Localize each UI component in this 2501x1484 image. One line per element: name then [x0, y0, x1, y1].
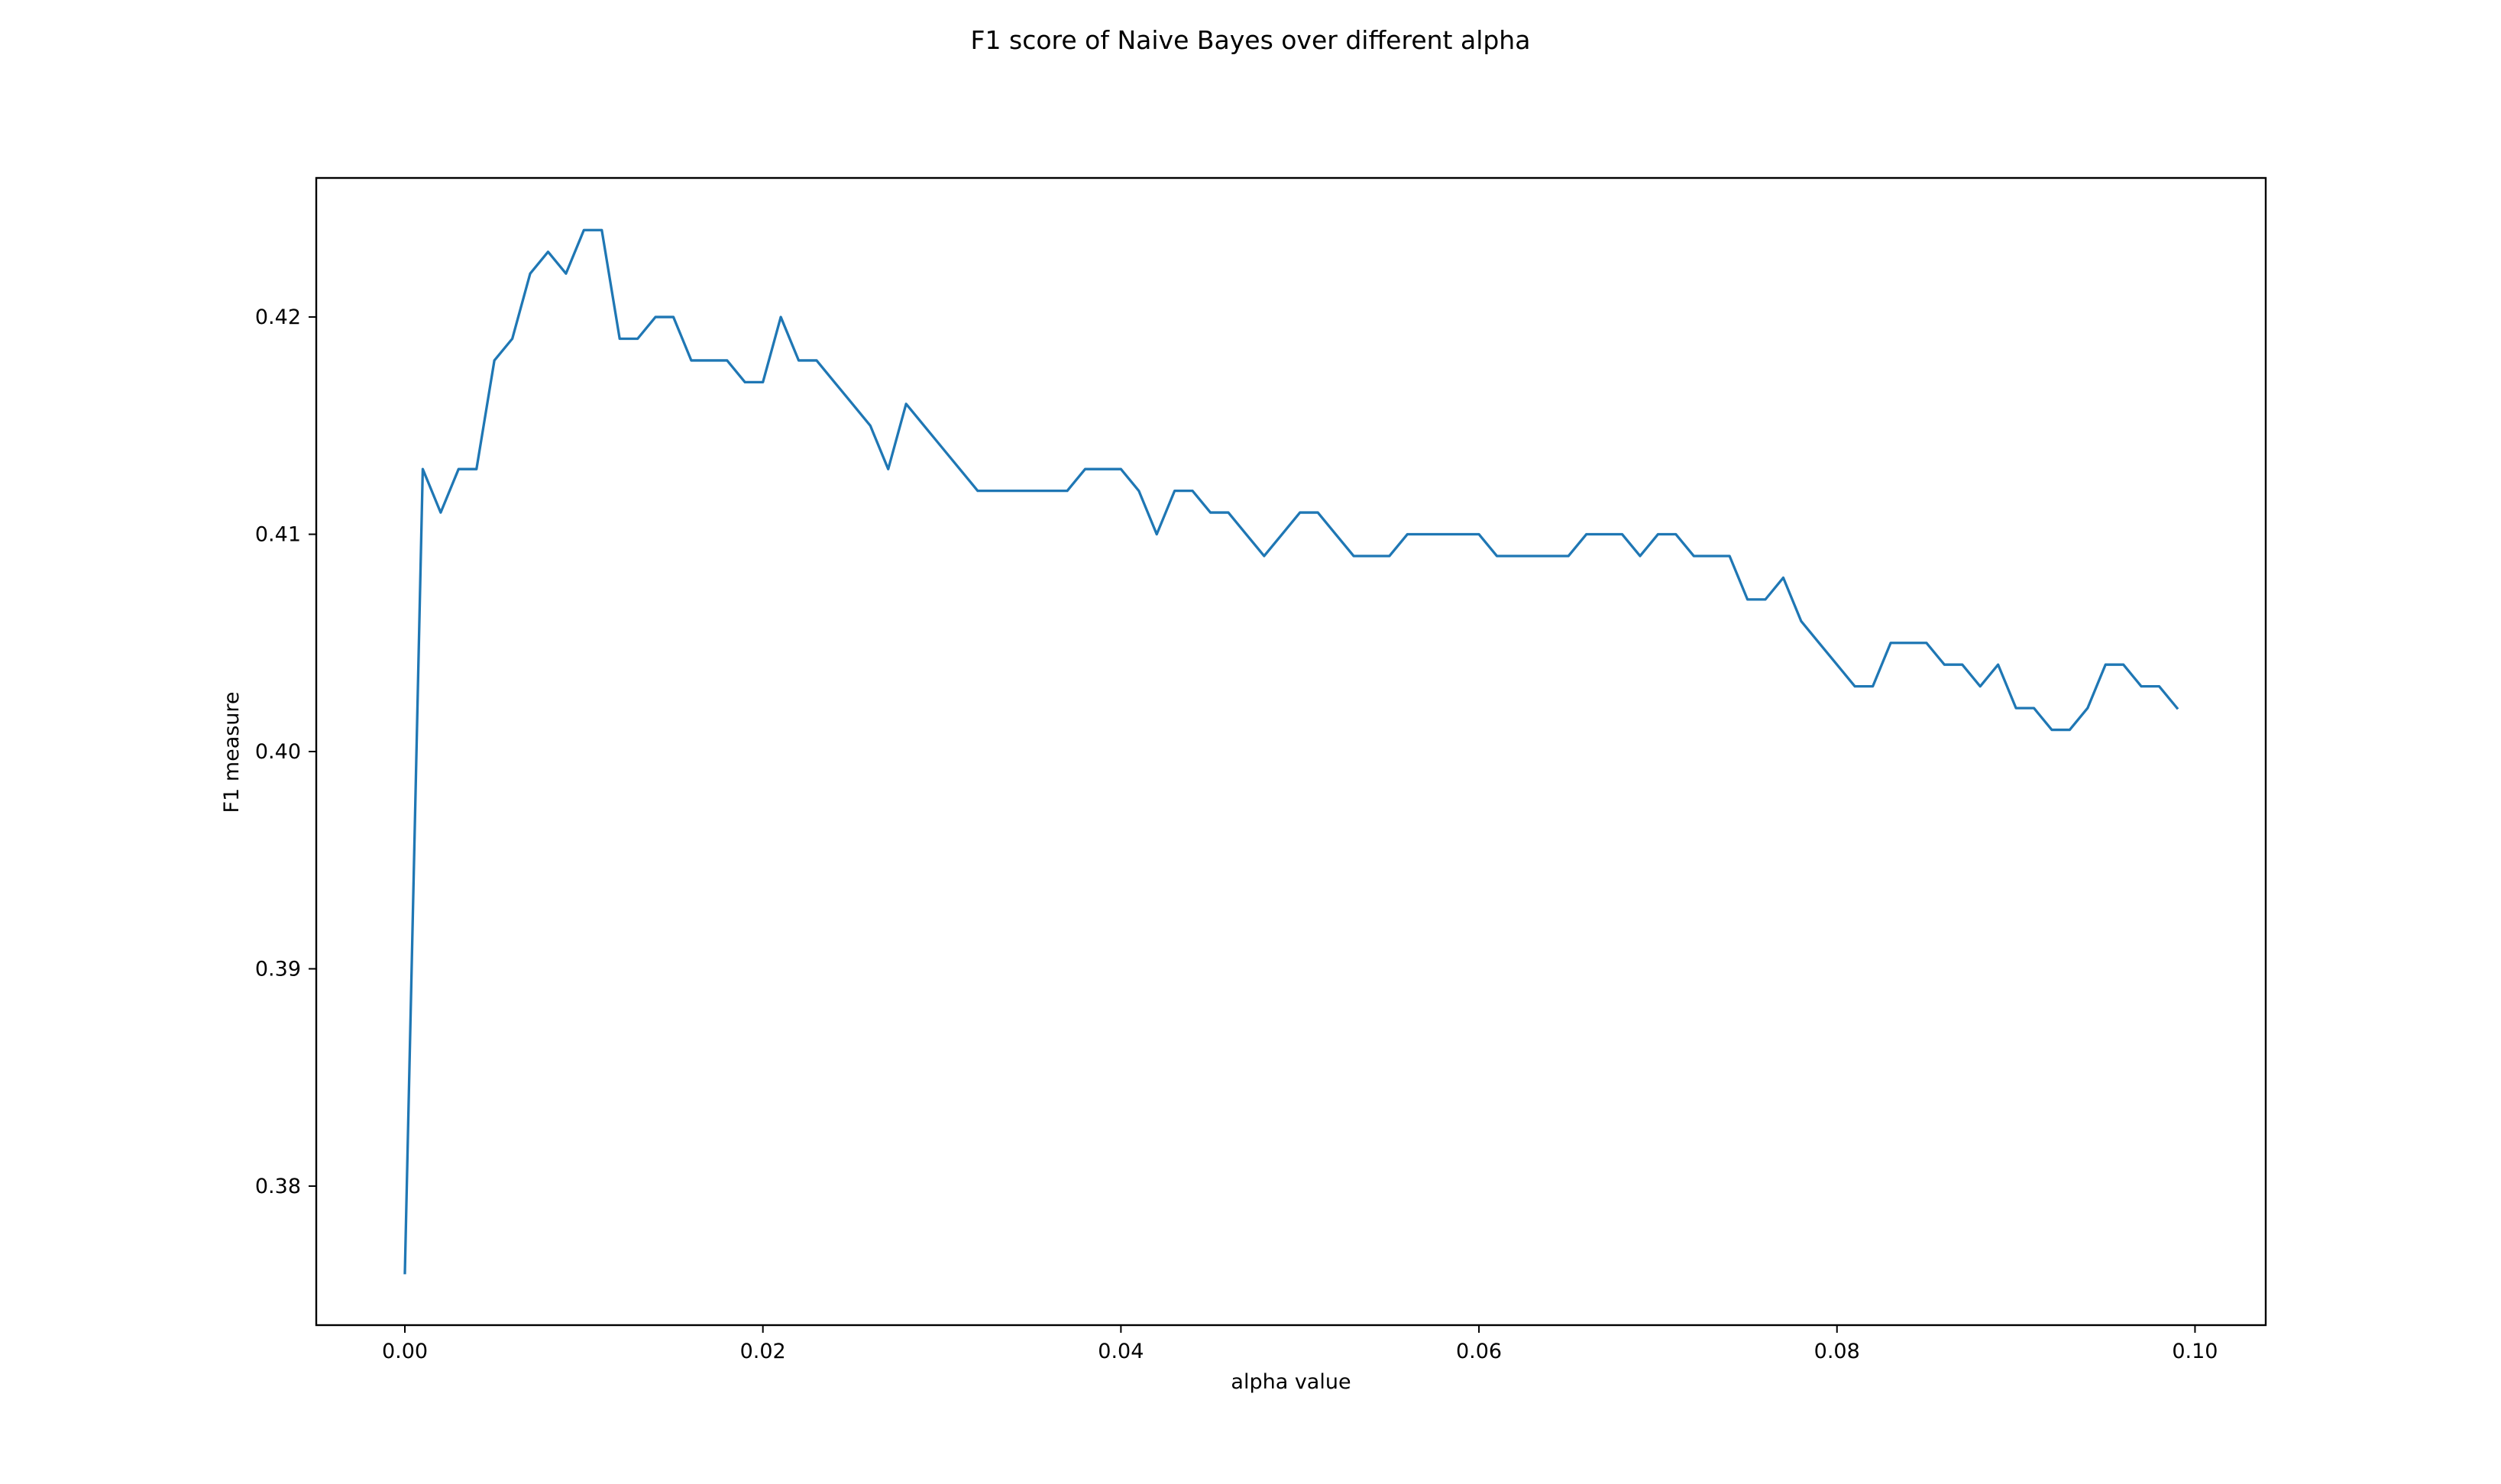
- x-tick-label: 0.10: [2172, 1340, 2218, 1363]
- x-axis-ticks: 0.00 0.02 0.04 0.06 0.08 0.10: [382, 1325, 2218, 1363]
- chart-title: F1 score of Naive Bayes over different a…: [971, 25, 1531, 55]
- y-tick-label: 0.41: [255, 523, 301, 547]
- plot-layer: [403, 228, 2179, 1275]
- y-tick-label: 0.38: [255, 1175, 301, 1198]
- x-axis-label: alpha value: [1231, 1370, 1351, 1394]
- x-tick-label: 0.06: [1456, 1340, 1502, 1363]
- x-tick-label: 0.04: [1098, 1340, 1144, 1363]
- x-tick-label: 0.00: [382, 1340, 428, 1363]
- y-tick-label: 0.40: [255, 740, 301, 764]
- series-line: [403, 228, 2179, 1275]
- x-tick-label: 0.02: [740, 1340, 786, 1363]
- plot-frame: [315, 176, 2267, 1327]
- y-tick-label: 0.42: [255, 306, 301, 329]
- y-axis-ticks: 0.38 0.39 0.40 0.41 0.42: [255, 306, 316, 1198]
- y-axis-label: F1 measure: [220, 691, 244, 813]
- y-tick-label: 0.39: [255, 957, 301, 981]
- x-tick-label: 0.08: [1814, 1340, 1860, 1363]
